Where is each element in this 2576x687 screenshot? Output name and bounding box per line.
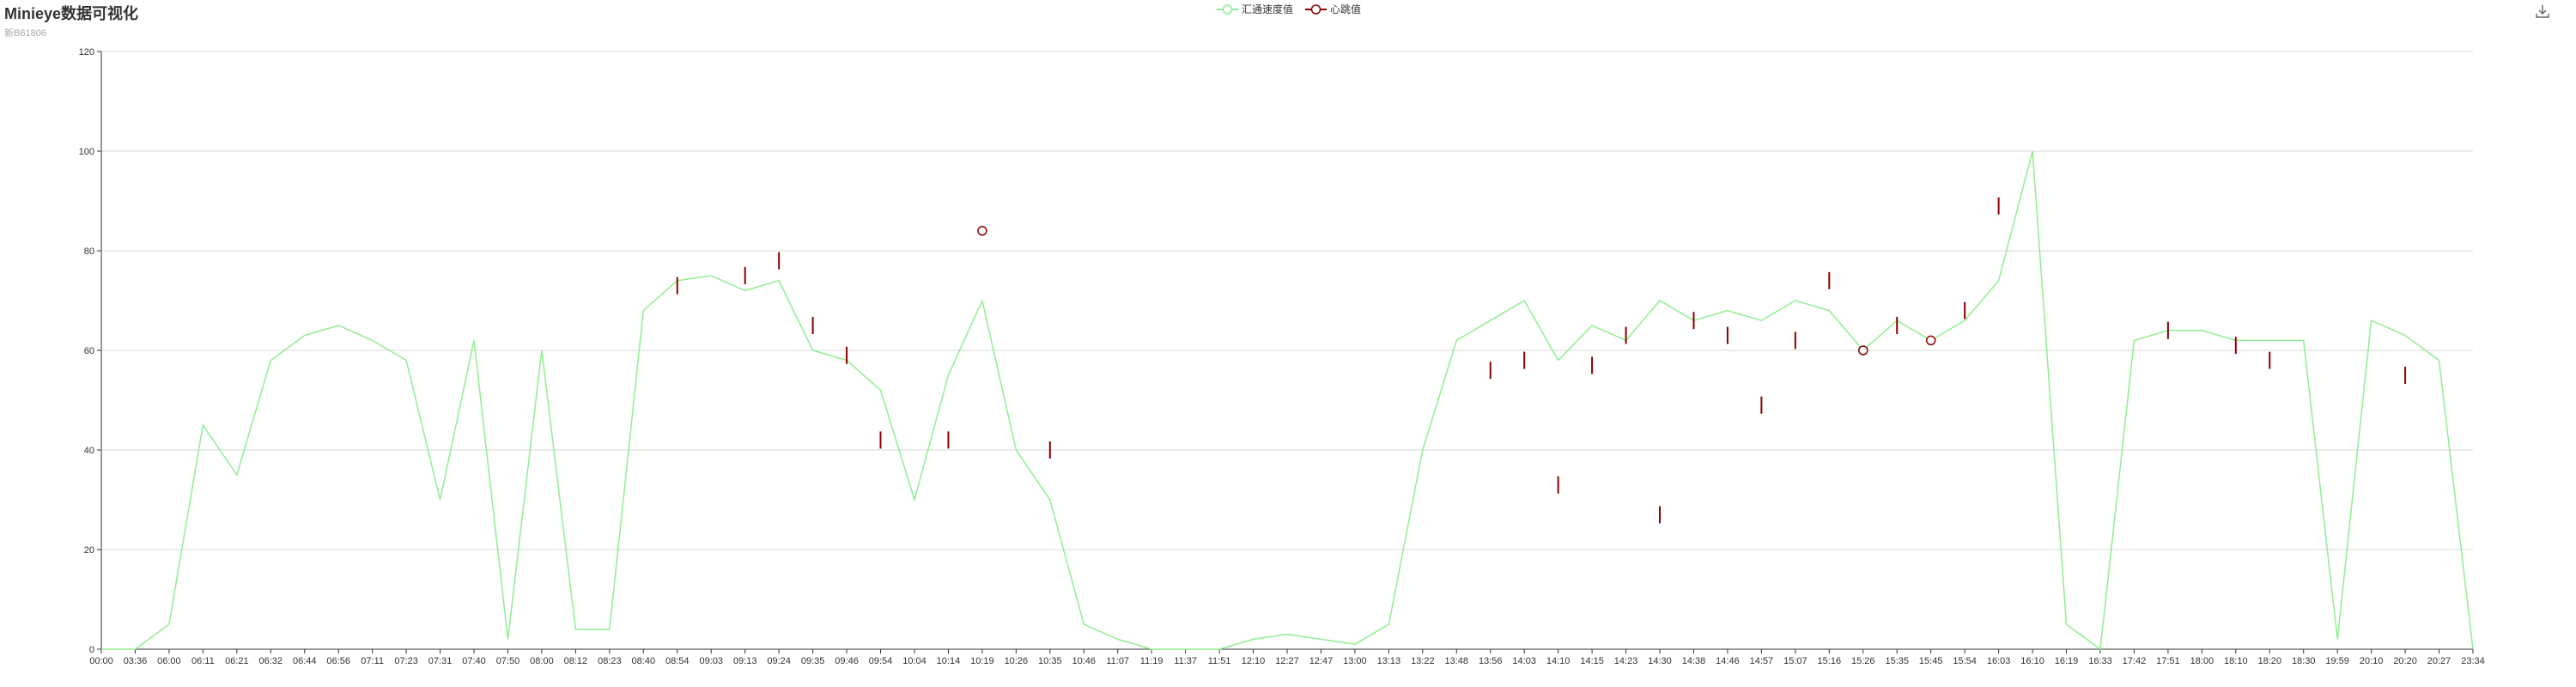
legend: 汇通速度值 心跳值 [1217, 2, 1373, 16]
x-tick-label: 14:46 [1716, 656, 1740, 666]
x-tick-label: 07:40 [462, 656, 486, 666]
x-tick-label: 06:21 [225, 656, 249, 666]
x-tick-label: 08:12 [564, 656, 588, 666]
x-tick-label: 13:48 [1445, 656, 1469, 666]
x-tick-label: 20:27 [2427, 656, 2451, 666]
x-tick-label: 14:15 [1580, 656, 1604, 666]
x-tick-label: 20:20 [2393, 656, 2417, 666]
x-tick-label: 08:23 [598, 656, 622, 666]
heartbeat-marker [1925, 335, 1936, 346]
x-tick-label: 17:51 [2156, 656, 2180, 666]
heartbeat-marker [977, 226, 987, 236]
x-tick-label: 06:44 [293, 656, 317, 666]
x-tick-label: 11:51 [1208, 656, 1231, 666]
x-tick-label: 10:04 [902, 656, 927, 666]
x-tick-label: 11:19 [1140, 656, 1163, 666]
legend-symbol-speed [1217, 3, 1238, 15]
y-tick-label: 60 [84, 346, 94, 356]
legend-item-speed[interactable]: 汇通速度值 [1217, 2, 1293, 16]
x-tick-label: 06:56 [326, 656, 350, 666]
chart-title: Minieye数据可视化 [4, 5, 139, 22]
x-tick-label: 16:19 [2055, 656, 2079, 666]
legend-label-heartbeat: 心跳值 [1330, 3, 1362, 15]
x-tick-label: 18:00 [2190, 656, 2215, 666]
x-tick-label: 07:23 [394, 656, 418, 666]
x-tick-label: 10:19 [970, 656, 994, 666]
x-tick-label: 13:56 [1479, 656, 1503, 666]
x-tick-label: 03:36 [124, 656, 148, 666]
y-tick-label: 100 [79, 147, 94, 157]
x-tick-label: 17:42 [2123, 656, 2147, 666]
x-tick-label: 09:54 [869, 656, 893, 666]
x-tick-label: 06:11 [191, 656, 215, 666]
x-tick-label: 16:03 [1987, 656, 2011, 666]
x-tick-label: 09:35 [801, 656, 825, 666]
legend-item-heartbeat[interactable]: 心跳值 [1305, 2, 1361, 16]
x-tick-label: 09:24 [767, 656, 791, 666]
x-tick-label: 15:07 [1783, 656, 1807, 666]
y-tick-label: 0 [89, 645, 94, 655]
y-tick-label: 80 [84, 246, 94, 257]
x-tick-label: 13:22 [1411, 656, 1435, 666]
x-tick-label: 16:10 [2020, 656, 2044, 666]
x-tick-label: 14:57 [1750, 656, 1774, 666]
x-tick-label: 07:50 [496, 656, 520, 666]
y-tick-label: 20 [84, 545, 94, 556]
x-tick-label: 10:46 [1072, 656, 1096, 666]
x-tick-label: 09:03 [699, 656, 723, 666]
x-tick-label: 15:54 [1953, 656, 1977, 666]
x-tick-label: 15:16 [1818, 656, 1842, 666]
heartbeat-marker [1858, 345, 1868, 356]
x-tick-label: 18:30 [2292, 656, 2316, 666]
x-tick-label: 15:26 [1851, 656, 1875, 666]
x-tick-label: 15:45 [1919, 656, 1943, 666]
speed-series-line [101, 150, 2474, 651]
x-tick-label: 09:46 [835, 656, 859, 666]
x-tick-label: 19:59 [2325, 656, 2349, 666]
x-tick-label: 15:35 [1885, 656, 1909, 666]
x-tick-label: 08:54 [665, 656, 690, 666]
x-tick-label: 14:23 [1614, 656, 1638, 666]
x-tick-label: 23:34 [2461, 656, 2485, 666]
x-tick-label: 16:33 [2088, 656, 2112, 666]
y-tick-label: 120 [79, 47, 94, 58]
x-tick-label: 14:30 [1648, 656, 1672, 666]
x-tick-label: 09:13 [733, 656, 757, 666]
x-tick-label: 11:07 [1106, 656, 1129, 666]
x-tick-label: 12:27 [1275, 656, 1299, 666]
x-tick-label: 18:20 [2257, 656, 2281, 666]
x-tick-label: 12:47 [1309, 656, 1334, 666]
x-tick-label: 10:35 [1038, 656, 1062, 666]
x-tick-label: 10:14 [937, 656, 961, 666]
x-tick-label: 00:00 [89, 656, 113, 666]
download-icon[interactable] [2535, 3, 2550, 23]
x-tick-label: 14:03 [1512, 656, 1536, 666]
x-tick-label: 14:38 [1682, 656, 1706, 666]
x-tick-label: 12:10 [1242, 656, 1266, 666]
x-tick-label: 07:31 [428, 656, 453, 666]
x-tick-label: 11:37 [1174, 656, 1197, 666]
x-tick-label: 10:26 [1005, 656, 1029, 666]
x-tick-label: 13:00 [1343, 656, 1367, 666]
x-tick-label: 06:00 [157, 656, 181, 666]
legend-symbol-heartbeat [1305, 3, 1327, 15]
x-tick-label: 14:10 [1546, 656, 1571, 666]
legend-label-speed: 汇通速度值 [1242, 3, 1294, 15]
y-tick-label: 40 [84, 446, 94, 456]
x-tick-label: 20:10 [2360, 656, 2384, 666]
x-tick-label: 13:13 [1377, 656, 1401, 666]
x-tick-label: 18:10 [2224, 656, 2248, 666]
x-tick-label: 08:40 [632, 656, 656, 666]
x-tick-label: 06:32 [259, 656, 283, 666]
chart-subtitle: 新B61806 [4, 28, 46, 39]
x-tick-label: 07:11 [361, 656, 384, 666]
x-tick-label: 08:00 [530, 656, 554, 666]
